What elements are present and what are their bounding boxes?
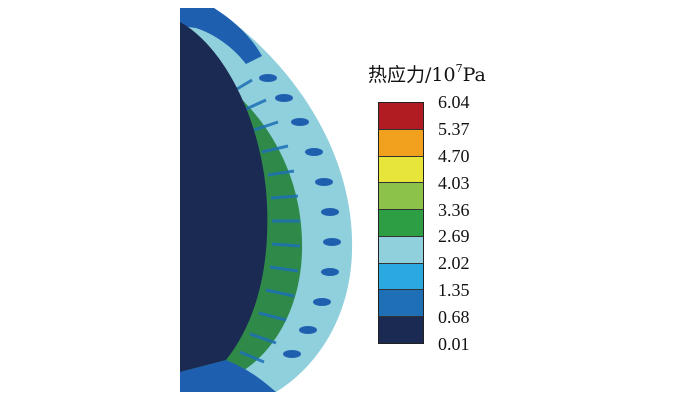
hot-spot: [275, 94, 293, 102]
hot-spot: [321, 208, 339, 216]
hot-spot: [323, 238, 341, 246]
legend-swatch: [379, 129, 423, 157]
hot-spot: [313, 298, 331, 306]
ring-hot-spots: [259, 74, 341, 358]
legend-swatch: [379, 103, 423, 130]
legend-swatch: [379, 236, 423, 264]
legend-swatch: [379, 156, 423, 184]
legend-tick-labels: 6.04 5.37 4.70 4.03 3.36 2.69 2.02 1.35 0.68 0.01: [438, 92, 518, 362]
legend-tick-label: 4.70: [438, 145, 470, 166]
legend-title-unit: Pa: [462, 64, 486, 86]
core-region: [180, 22, 268, 372]
legend-tick-label: 2.02: [438, 253, 470, 274]
legend-tick-label: 1.35: [438, 280, 470, 301]
hot-spot: [321, 268, 339, 276]
legend-title: 热应力/107Pa: [368, 60, 486, 87]
hot-spot: [299, 326, 317, 334]
legend-swatch: [379, 210, 423, 237]
legend-colorbar: [378, 102, 424, 344]
fin-stripes: [231, 78, 301, 364]
legend-tick-label: 0.68: [438, 307, 470, 328]
legend-tick-label: 3.36: [438, 199, 470, 220]
legend-tick-label: 4.03: [438, 172, 470, 193]
legend-tick-label: 5.37: [438, 118, 470, 139]
legend-swatch: [379, 317, 423, 344]
bottom-base: [180, 360, 276, 392]
legend-tick-label: 0.01: [438, 334, 470, 354]
hot-spot: [305, 148, 323, 156]
hot-spot: [283, 350, 301, 358]
hot-spot: [315, 178, 333, 186]
legend-title-exponent: 7: [455, 61, 463, 75]
legend-tick-label: 2.69: [438, 226, 470, 247]
legend-tick-label: 6.04: [438, 92, 470, 112]
hot-spot: [259, 74, 277, 82]
hot-spot: [291, 118, 309, 126]
ring-top-cap: [180, 8, 262, 64]
legend-swatch: [379, 183, 423, 211]
legend-swatch: [379, 290, 423, 318]
legend-swatch: [379, 263, 423, 291]
legend-title-main: 热应力/10: [368, 64, 456, 86]
